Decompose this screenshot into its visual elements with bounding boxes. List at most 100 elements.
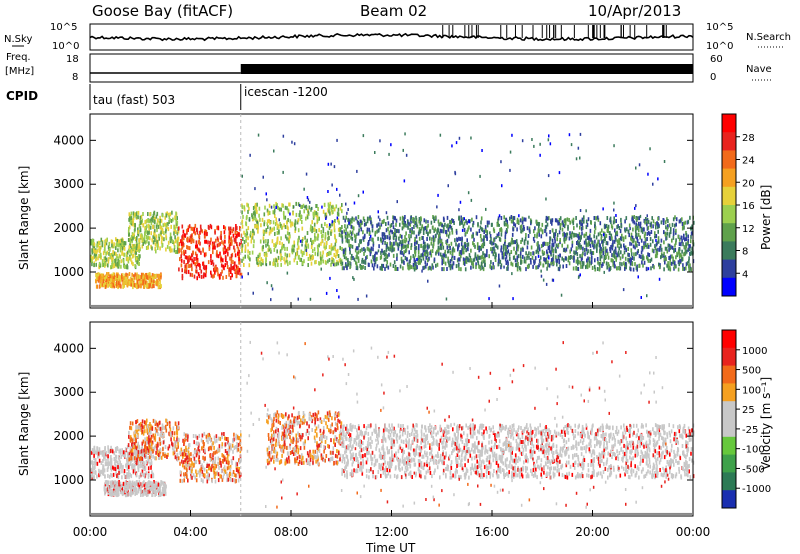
velocity-colorbar <box>721 329 737 509</box>
colorbar-segment <box>722 168 736 188</box>
power-y-axis: 4000 3000 2000 1000 <box>53 133 693 279</box>
echo-region <box>266 410 343 467</box>
colorbar-segment <box>722 223 736 242</box>
colorbar-tick-label: -1000 <box>742 484 771 495</box>
echo-region <box>127 418 180 462</box>
colorbar-tick-label: 100 <box>742 385 761 396</box>
colorbar-tick-label: 4 <box>742 269 748 280</box>
nsearch-tick-high: 10^5 <box>706 22 733 33</box>
velocity-panel-frame <box>89 321 694 517</box>
colorbar-segment <box>722 114 736 133</box>
power-colorbar <box>721 113 737 297</box>
x-tick-label: 04:00 <box>173 525 208 539</box>
colorbar-segment <box>722 277 736 297</box>
colorbar-tick-label: 8 <box>742 247 748 258</box>
power-colorbar-label: Power [dB] <box>759 185 773 250</box>
colorbar-segment <box>722 365 736 384</box>
echo-region <box>241 201 343 268</box>
colorbar-tick-label: 25 <box>742 405 755 416</box>
colorbar-tick-label: 12 <box>742 224 755 235</box>
colorbar-segment <box>722 383 736 402</box>
velocity-colorbar-label: Velocity [m s⁻¹] <box>759 377 773 470</box>
freq-tick-high: 18 <box>66 54 79 65</box>
colorbar-segment <box>722 472 736 491</box>
colorbar-tick-label: -100 <box>742 445 765 456</box>
nsky-trace <box>89 25 694 42</box>
beam-title: Beam 02 <box>360 2 427 20</box>
colorbar-frame <box>721 329 737 509</box>
time-x-axis: 00:00 04:00 08:00 12:00 16:00 20:00 00:00 <box>73 302 711 539</box>
colorbar-segment <box>722 241 736 261</box>
velocity-ylabel: Slant Range [km] <box>17 372 31 476</box>
echo-region <box>95 272 162 290</box>
colorbar-segment <box>722 419 736 438</box>
velocity-heatmap <box>90 340 695 515</box>
colorbar-segment <box>722 347 736 367</box>
nsky-tick-high: 10^5 <box>50 22 77 33</box>
y-tick-label: 1000 <box>53 265 84 279</box>
colorbar-segment <box>722 132 736 151</box>
colorbar-segment <box>722 186 736 206</box>
power-ylabel: Slant Range [km] <box>17 166 31 270</box>
x-axis-label: Time UT <box>365 541 416 554</box>
cpid-mode-2: icescan -1200 <box>244 85 328 99</box>
x-tick-label: 20:00 <box>575 525 610 539</box>
colorbar-segment <box>722 436 736 456</box>
x-tick-label: 00:00 <box>676 525 711 539</box>
nave-tick-low: 0 <box>710 72 716 83</box>
colorbar-tick-label: 16 <box>742 201 755 212</box>
y-tick-label: 4000 <box>53 133 84 147</box>
echo-region <box>177 431 243 484</box>
colorbar-tick-label: -25 <box>742 425 758 436</box>
y-tick-label: 2000 <box>53 429 84 443</box>
freq-band-scan <box>240 64 693 74</box>
colorbar-segment <box>722 150 736 170</box>
echo-region <box>341 215 695 272</box>
echo-region <box>341 423 695 480</box>
x-tick-label: 00:00 <box>73 525 108 539</box>
colorbar-tick-label: 500 <box>742 366 761 377</box>
noise-gates <box>246 340 670 509</box>
station-title: Goose Bay (fitACF) <box>92 2 233 20</box>
y-tick-label: 1000 <box>53 473 84 487</box>
freq-tick-low: 8 <box>72 72 78 83</box>
freq-label: Freq. <box>6 52 31 63</box>
colorbar-segment <box>722 490 736 509</box>
nsky-tick-low: 10^0 <box>52 41 79 52</box>
freq-units-label: [MHz] <box>5 66 34 77</box>
echo-region <box>178 223 243 281</box>
x-tick-label: 16:00 <box>475 525 510 539</box>
echo-region <box>90 237 141 270</box>
velocity-colorbar-ticks: 1000 500 100 25 -25 -100 -500 -1000 <box>736 346 771 495</box>
nsearch-tick-low: 10^0 <box>706 41 733 52</box>
colorbar-tick-label: 24 <box>742 156 755 167</box>
colorbar-segment <box>722 454 736 473</box>
echo-region <box>127 210 180 254</box>
cpid-label: CPID <box>6 89 38 103</box>
nsky-panel <box>89 23 694 51</box>
freq-trace <box>90 64 693 74</box>
nave-tick-high: 60 <box>710 54 723 65</box>
colorbar-tick-label: 28 <box>742 133 755 144</box>
colorbar-segment <box>722 259 736 279</box>
y-tick-label: 3000 <box>53 177 84 191</box>
y-tick-label: 3000 <box>53 385 84 399</box>
nsky-label: N.Sky <box>4 34 32 45</box>
power-panel-frame <box>89 113 694 309</box>
power-heatmap <box>90 132 695 307</box>
power-colorbar-ticks: 28 24 20 16 12 8 4 <box>736 133 755 280</box>
colorbar-segment <box>722 205 736 224</box>
nave-label: Nave <box>746 64 772 75</box>
x-tick-label: 12:00 <box>374 525 409 539</box>
nsearch-label: N.Search <box>746 32 791 43</box>
noise-gates <box>241 132 666 302</box>
y-tick-label: 2000 <box>53 221 84 235</box>
echo-region <box>103 480 167 498</box>
x-tick-label: 08:00 <box>274 525 309 539</box>
nsky-line <box>89 32 694 42</box>
velocity-y-axis: 4000 3000 2000 1000 <box>53 341 693 487</box>
colorbar-tick-label: -500 <box>742 464 765 475</box>
colorbar-segment <box>722 330 736 349</box>
date-title: 10/Apr/2013 <box>588 2 681 20</box>
